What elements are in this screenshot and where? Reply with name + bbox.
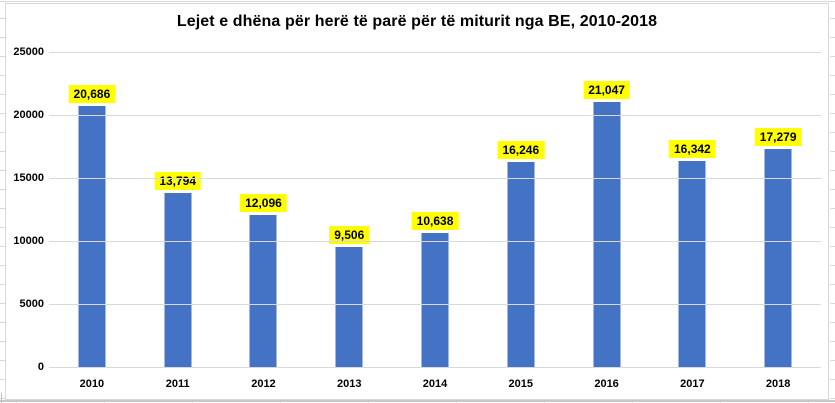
- y-axis-label-5000: 5000: [19, 298, 44, 310]
- y-axis-label-10000: 10000: [13, 235, 44, 247]
- y-axis-label-15000: 15000: [13, 172, 44, 184]
- bar-2017[interactable]: [678, 161, 706, 367]
- y-axis-label-0: 0: [37, 361, 44, 373]
- sheet-left-gridlines: [0, 0, 5, 403]
- value-label-2017: 16,342: [669, 140, 716, 159]
- bar-2014[interactable]: [421, 232, 449, 367]
- bar-slot-2012: 12,096: [221, 52, 307, 367]
- value-label-2013: 9,506: [329, 226, 370, 245]
- bar-2016[interactable]: [593, 101, 621, 367]
- value-label-2010: 20,686: [68, 85, 116, 104]
- value-label-2016: 21,047: [583, 80, 630, 99]
- x-axis-label-2012: 2012: [251, 378, 276, 390]
- value-label-2018: 17,279: [754, 128, 802, 147]
- x-axis-label-2018: 2018: [765, 378, 791, 390]
- bar-slot-2013: 9,506: [306, 52, 392, 367]
- bar-2012[interactable]: [249, 214, 277, 367]
- gridline-25000: [49, 51, 821, 53]
- bar-2018[interactable]: [764, 149, 792, 367]
- sheet-row-gridline-bottom: [0, 400, 835, 402]
- value-label-2012: 12,096: [240, 193, 287, 212]
- bar-2015[interactable]: [507, 162, 535, 367]
- x-axis-label-2017: 2017: [680, 378, 705, 390]
- bar-slot-2017: 16,342: [649, 52, 735, 367]
- gridline-5000: [49, 303, 821, 305]
- x-axis-label-2010: 2010: [79, 378, 105, 390]
- x-axis-label-2014: 2014: [422, 378, 448, 390]
- x-axis-label-2015: 2015: [508, 378, 534, 390]
- bar-slot-2018: 17,279: [735, 52, 821, 367]
- bars-row: 20,686 13,794 12,096 9,506 10,638 16,246 21,04…: [49, 52, 821, 367]
- plot-area: 20,686 13,794 12,096 9,506 10,638 16,246 21,04…: [49, 51, 821, 368]
- bar-slot-2010: 20,686: [49, 52, 135, 367]
- sheet-right-gridlines: [830, 0, 835, 403]
- x-axis-label-2013: 2013: [336, 378, 362, 390]
- bar-2013[interactable]: [335, 247, 363, 367]
- bar-slot-2016: 21,047: [564, 52, 650, 367]
- x-axis-labels: 2010 2011 2012 2013 2014 2015 2016 2017 2018: [49, 377, 821, 391]
- bar-2011[interactable]: [164, 193, 192, 367]
- chart-title: Lejet e dhëna për herë të parë për të mi…: [176, 13, 658, 30]
- gridline-10000: [49, 240, 821, 242]
- value-label-2011: 13,794: [154, 172, 202, 191]
- chart-object[interactable]: Lejet e dhëna për herë të parë për të mi…: [5, 3, 829, 400]
- value-label-2015: 16,246: [497, 141, 545, 160]
- sheet-row-gridline: [0, 1, 835, 2]
- gridline-15000: [49, 177, 821, 179]
- bar-slot-2011: 13,794: [135, 52, 221, 367]
- gridline-20000: [49, 114, 821, 116]
- y-axis-label-25000: 25000: [13, 46, 44, 58]
- value-label-2014: 10,638: [411, 211, 459, 230]
- sheet-column-gridline-left: [1, 393, 2, 403]
- x-axis-label-2011: 2011: [165, 378, 190, 390]
- x-axis-label-2016: 2016: [594, 378, 619, 390]
- bar-slot-2014: 10,638: [392, 52, 478, 367]
- bar-slot-2015: 16,246: [478, 52, 564, 367]
- gridline-0: [49, 366, 821, 368]
- y-axis-label-20000: 20000: [13, 109, 44, 121]
- bar-2010[interactable]: [78, 106, 106, 367]
